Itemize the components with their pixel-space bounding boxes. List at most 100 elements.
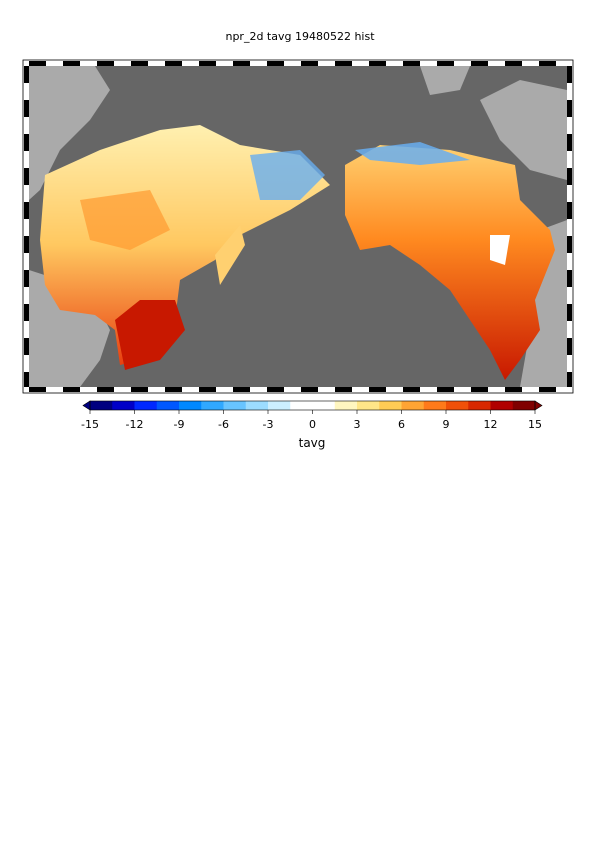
border-segment: [318, 61, 335, 66]
border-segment: [352, 387, 369, 392]
colorbar-extend-low: [82, 400, 91, 411]
colorbar-segment: [134, 401, 158, 410]
border-segment: [24, 117, 29, 134]
colorbar-segment: [201, 401, 224, 410]
colorbar-segment: [112, 401, 135, 410]
border-segment: [24, 321, 29, 338]
colorbar-label: tavg: [299, 436, 326, 450]
border-segment: [437, 61, 454, 66]
colorbar-segment: [512, 401, 536, 410]
border-segment: [454, 61, 471, 66]
border-segment: [567, 117, 572, 134]
colorbar-tick-label: -3: [263, 418, 274, 431]
colorbar-tick-label: 12: [484, 418, 498, 431]
border-segment: [567, 202, 572, 219]
border-segment: [567, 66, 572, 83]
border-segment: [539, 387, 556, 392]
border-segment: [403, 61, 420, 66]
colorbar-segment: [334, 401, 358, 410]
border-segment: [24, 219, 29, 236]
colorbar: -15 -12 -9 -6 -3 0 3 6 9 12 15: [81, 400, 543, 431]
border-segment: [454, 387, 471, 392]
border-segment: [505, 61, 522, 66]
border-segment: [24, 151, 29, 168]
border-segment: [505, 387, 522, 392]
border-segment: [24, 372, 29, 387]
border-segment: [567, 100, 572, 117]
border-segment: [250, 61, 267, 66]
border-segment: [80, 387, 97, 392]
border-segment: [522, 61, 539, 66]
border-segment: [29, 61, 46, 66]
border-segment: [24, 355, 29, 372]
border-segment: [24, 338, 29, 355]
border-segment: [284, 61, 301, 66]
border-segment: [488, 387, 505, 392]
border-segment: [216, 61, 233, 66]
border-segment: [233, 387, 250, 392]
border-segment: [250, 387, 267, 392]
border-segment: [148, 387, 165, 392]
colorbar-tick-label: 9: [443, 418, 450, 431]
border-segment: [471, 387, 488, 392]
border-segment: [386, 61, 403, 66]
border-segment: [567, 355, 572, 372]
colorbar-segment: [468, 401, 491, 410]
colorbar-tick-label: -6: [218, 418, 229, 431]
border-segment: [539, 61, 556, 66]
map-border: [24, 61, 572, 392]
colorbar-segment: [446, 401, 469, 410]
border-segment: [114, 387, 131, 392]
border-segment: [567, 321, 572, 338]
border-segment: [420, 387, 437, 392]
colorbar-tick-label: -9: [174, 418, 185, 431]
colorbar-segment: [357, 401, 380, 410]
colorbar-tick-label: -15: [81, 418, 99, 431]
border-segment: [24, 168, 29, 185]
colorbar-segment: [423, 401, 447, 410]
colorbar-segment: [156, 401, 180, 410]
border-segment: [46, 61, 63, 66]
border-segment: [301, 387, 318, 392]
border-segment: [24, 236, 29, 253]
border-segment: [522, 387, 539, 392]
border-segment: [199, 387, 216, 392]
border-segment: [24, 134, 29, 151]
border-segment: [556, 61, 567, 66]
border-segment: [24, 185, 29, 202]
border-segment: [369, 387, 386, 392]
colorbar-segment: [312, 401, 336, 410]
colorbar-segment: [290, 401, 313, 410]
map-title: npr_2d tavg 19480522 hist: [225, 30, 375, 43]
colorbar-segment: [90, 401, 113, 410]
border-segment: [24, 287, 29, 304]
border-segment: [267, 61, 284, 66]
border-segment: [352, 61, 369, 66]
border-segment: [567, 168, 572, 185]
colorbar-segment: [268, 401, 291, 410]
border-segment: [29, 387, 46, 392]
border-segment: [131, 61, 148, 66]
colorbar-segment: [490, 401, 514, 410]
border-segment: [24, 253, 29, 270]
border-segment: [335, 61, 352, 66]
border-segment: [369, 61, 386, 66]
border-segment: [556, 387, 567, 392]
border-segment: [567, 236, 572, 253]
border-segment: [165, 387, 182, 392]
border-segment: [97, 387, 114, 392]
border-segment: [301, 61, 318, 66]
border-segment: [420, 61, 437, 66]
border-segment: [199, 61, 216, 66]
border-segment: [63, 387, 80, 392]
border-segment: [233, 61, 250, 66]
border-segment: [24, 100, 29, 117]
border-segment: [437, 387, 454, 392]
border-segment: [567, 219, 572, 236]
border-segment: [114, 61, 131, 66]
border-segment: [567, 253, 572, 270]
border-segment: [567, 83, 572, 100]
border-segment: [567, 270, 572, 287]
